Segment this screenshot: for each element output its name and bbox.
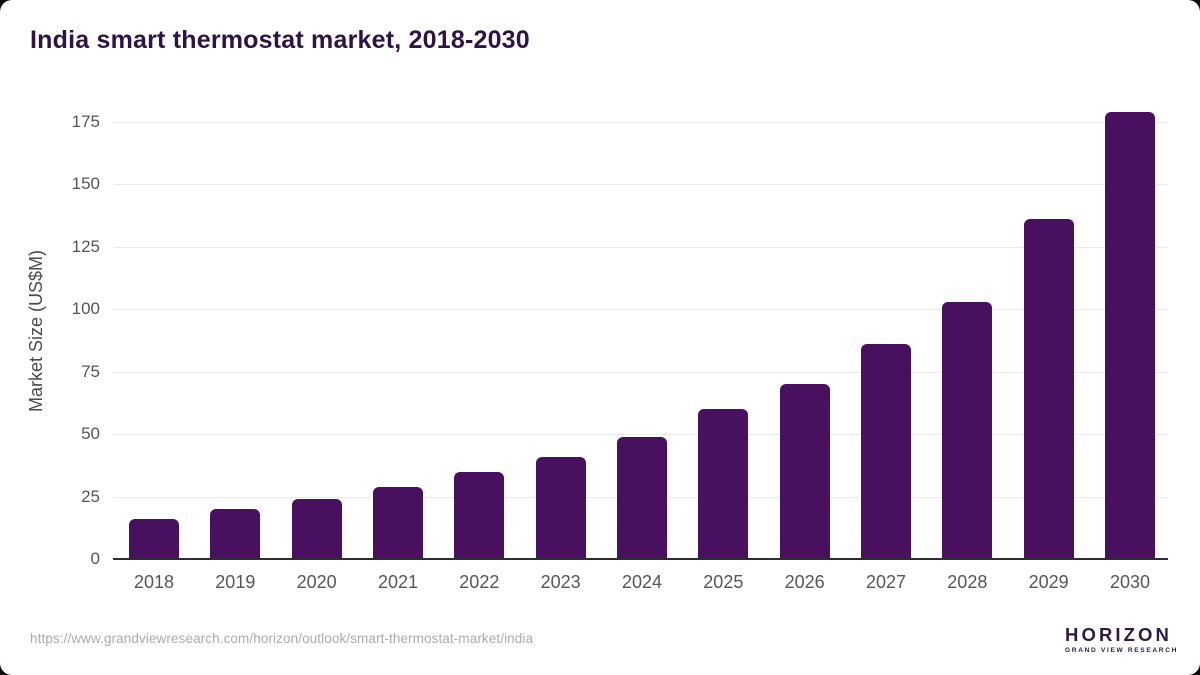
source-url: https://www.grandviewresearch.com/horizo…	[30, 631, 534, 646]
x-tick-label-2020: 2020	[296, 572, 337, 592]
bar-2018[interactable]	[129, 519, 179, 559]
x-axis-line	[113, 558, 1168, 560]
y-tick-label-125: 125	[71, 236, 100, 256]
bar-2026[interactable]	[779, 384, 830, 559]
x-tick-label-2021: 2021	[377, 572, 419, 592]
gridline-75	[113, 371, 1168, 373]
x-tick-label-2018: 2018	[133, 572, 175, 592]
y-tick-label-50: 50	[81, 424, 100, 444]
y-tick-label-25: 25	[81, 486, 100, 506]
chart-title: India smart thermostat market, 2018-2030	[30, 26, 530, 54]
x-tick-label-2023: 2023	[540, 572, 581, 592]
x-tick-label-2025: 2025	[703, 572, 744, 592]
ripple-icon	[1033, 650, 1042, 653]
brand-name: HORIZON	[1065, 624, 1173, 645]
x-tick-label-2019: 2019	[215, 572, 256, 592]
gridline-100	[113, 309, 1168, 311]
horizon-logo: HORIZON GRAND VIEW RESEARCH	[1017, 619, 1178, 660]
ripple-icon	[1031, 646, 1044, 649]
bar-2024[interactable]	[617, 436, 667, 559]
gridline-175	[113, 122, 1168, 123]
bar-2019[interactable]	[210, 509, 261, 559]
x-tick-label-2027: 2027	[865, 572, 907, 592]
y-tick-label-175: 175	[71, 112, 100, 131]
gridline-150	[113, 184, 1168, 186]
x-tick-label-2030: 2030	[1109, 572, 1151, 592]
bar-2020[interactable]	[291, 499, 342, 559]
bar-2023[interactable]	[535, 456, 586, 559]
y-tick-label-0: 0	[90, 549, 100, 568]
bar-2025[interactable]	[698, 409, 749, 559]
logo-text: HORIZON GRAND VIEW RESEARCH	[1065, 624, 1179, 655]
y-tick-label-150: 150	[71, 174, 100, 194]
bar-2030[interactable]	[1105, 112, 1155, 559]
horizon-logo-icon	[1017, 619, 1058, 660]
gridline-50	[113, 434, 1168, 436]
bar-2028[interactable]	[942, 301, 993, 559]
x-tick-label-2028: 2028	[947, 572, 988, 592]
bar-2027[interactable]	[861, 344, 911, 559]
y-tick-label-100: 100	[71, 299, 100, 319]
gridline-125	[113, 246, 1168, 248]
x-tick-label-2029: 2029	[1028, 572, 1069, 592]
bar-2029[interactable]	[1023, 219, 1074, 559]
x-tick-label-2026: 2026	[784, 572, 825, 592]
bar-2022[interactable]	[454, 471, 505, 559]
sun-icon	[1028, 630, 1047, 643]
x-tick-label-2024: 2024	[621, 572, 663, 592]
bar-2021[interactable]	[373, 486, 423, 559]
brand-subtitle: GRAND VIEW RESEARCH	[1065, 647, 1179, 654]
x-tick-label-2022: 2022	[459, 572, 500, 592]
y-tick-label-75: 75	[81, 361, 100, 381]
